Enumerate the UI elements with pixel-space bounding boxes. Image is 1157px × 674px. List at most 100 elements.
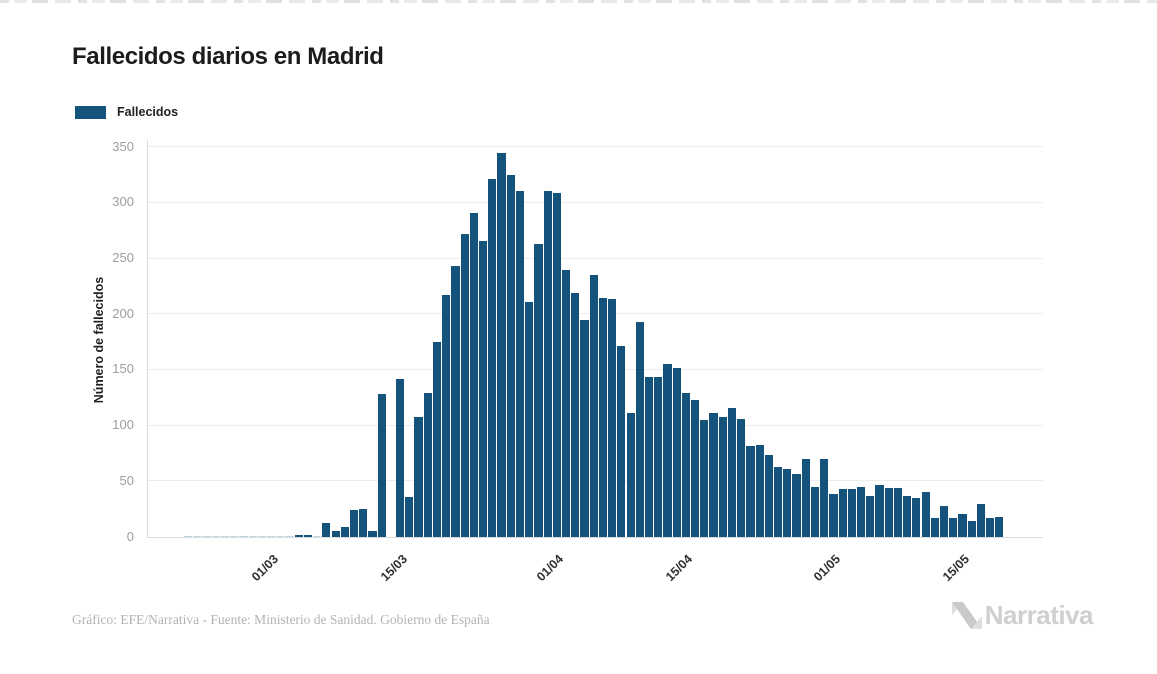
- bar: [313, 535, 322, 537]
- bar: [866, 495, 875, 537]
- x-tick-label: 15/03: [377, 551, 410, 585]
- bar: [239, 535, 248, 537]
- bar: [681, 393, 690, 537]
- y-tick-label: 0: [126, 528, 134, 544]
- narrativa-logo: Narrativa: [951, 600, 1094, 631]
- bar: [709, 413, 718, 537]
- legend-swatch: [75, 105, 106, 119]
- bar: [644, 376, 654, 537]
- bar: [737, 418, 746, 537]
- bar: [184, 535, 193, 537]
- bar: [976, 503, 985, 537]
- bar: [488, 178, 497, 537]
- bar: [635, 322, 644, 537]
- bar: [820, 459, 829, 537]
- bar: [921, 492, 930, 537]
- bar: [561, 269, 571, 537]
- bar: [995, 516, 1004, 537]
- legend: Fallecidos: [75, 105, 178, 119]
- bar: [515, 190, 525, 537]
- bar: [598, 297, 608, 537]
- legend-label: Fallecidos: [117, 105, 179, 119]
- bar: [423, 393, 432, 537]
- bar: [792, 473, 801, 537]
- bar: [774, 466, 783, 537]
- bar: [580, 319, 589, 537]
- plot-area: [147, 140, 1043, 538]
- bar: [257, 535, 266, 537]
- y-axis-title: Número de fallecidos: [92, 276, 106, 404]
- bar: [432, 342, 442, 537]
- bar: [829, 493, 838, 537]
- bar: [349, 510, 359, 537]
- bar: [276, 535, 285, 537]
- bar: [912, 498, 921, 537]
- bar: [506, 175, 515, 537]
- narrativa-logo-icon: [951, 602, 982, 629]
- bar: [727, 407, 737, 537]
- bar: [303, 534, 313, 537]
- bar: [552, 192, 561, 537]
- bar: [783, 469, 792, 537]
- narrativa-logo-text: Narrativa: [984, 600, 1094, 630]
- bar: [220, 535, 230, 537]
- bar: [930, 518, 939, 537]
- bar: [405, 496, 414, 537]
- bar: [718, 416, 727, 537]
- y-tick-label: 250: [112, 250, 134, 266]
- bar: [451, 266, 460, 537]
- bar: [340, 526, 349, 537]
- y-tick-label: 100: [112, 417, 134, 433]
- bar: [497, 152, 506, 537]
- bar: [856, 486, 866, 537]
- bars-container: [184, 140, 1004, 537]
- bar: [368, 531, 377, 537]
- bar: [903, 495, 912, 537]
- y-tick-label: 300: [112, 194, 134, 210]
- bar: [211, 535, 220, 537]
- bar: [608, 298, 617, 537]
- bar: [654, 376, 663, 537]
- bar: [801, 459, 810, 537]
- y-tick-label: 150: [112, 361, 134, 377]
- bar: [764, 454, 773, 537]
- bar: [414, 416, 423, 537]
- bar: [469, 213, 478, 537]
- bar: [359, 509, 368, 537]
- bar: [230, 535, 239, 537]
- bar: [617, 345, 626, 537]
- gridline: [148, 201, 1043, 203]
- gridline: [148, 257, 1043, 259]
- bar: [875, 484, 884, 537]
- bar: [755, 444, 764, 537]
- bar: [202, 535, 211, 537]
- bar: [396, 378, 405, 537]
- bar: [746, 445, 755, 537]
- bar: [949, 518, 958, 537]
- bar: [543, 190, 552, 537]
- y-tick-label: 50: [119, 472, 134, 488]
- x-tick-label: 01/04: [534, 551, 567, 585]
- bar: [986, 518, 995, 537]
- top-edge-artifact: [0, 0, 1157, 3]
- bar: [810, 486, 820, 537]
- x-tick-label: 15/05: [939, 551, 972, 585]
- bar: [285, 535, 294, 537]
- bar: [294, 534, 303, 537]
- y-tick-label: 350: [112, 138, 134, 154]
- x-tick-label: 01/05: [810, 551, 843, 585]
- bar: [663, 364, 672, 537]
- bar: [847, 489, 856, 537]
- bar: [534, 244, 543, 537]
- bar: [479, 240, 488, 537]
- bar: [672, 367, 681, 537]
- bar: [700, 420, 709, 537]
- bar: [322, 522, 331, 537]
- bar: [893, 488, 903, 537]
- bar: [377, 394, 386, 537]
- bar: [266, 535, 276, 537]
- x-tick-label: 01/03: [248, 551, 281, 585]
- bar: [884, 488, 893, 537]
- bar: [460, 234, 469, 537]
- x-tick-label: 15/04: [663, 551, 696, 585]
